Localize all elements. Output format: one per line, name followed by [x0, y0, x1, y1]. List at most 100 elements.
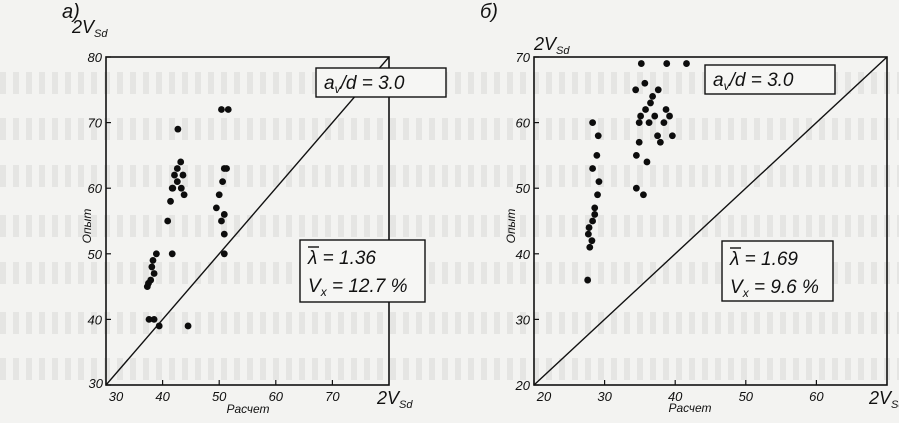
y-tick-label: 70 [516, 50, 531, 65]
data-point [651, 112, 659, 120]
legend-box-params [704, 64, 836, 95]
data-point [215, 191, 223, 199]
x-tick-label: 50 [739, 389, 754, 404]
corner-label-top: 2VSd [71, 17, 108, 40]
legend-param-rest: /d = 3.0 [728, 70, 794, 91]
data-point [173, 178, 181, 186]
data-point [145, 279, 152, 287]
panel-label: а) [62, 1, 80, 23]
y-tick-label: 40 [88, 312, 103, 327]
data-point [223, 165, 230, 172]
data-point [641, 79, 649, 87]
data-point [149, 256, 157, 264]
data-point [150, 270, 158, 277]
legend-vx-text: Vx = 9.6 % [730, 277, 819, 300]
x-tick-label: 30 [109, 389, 124, 404]
data-point [591, 211, 599, 218]
data-point [218, 106, 225, 113]
corner-label-top: 2VSd [533, 34, 570, 57]
x-tick-label: 70 [325, 389, 340, 404]
background-text-line [0, 72, 899, 94]
background-text-line [0, 262, 899, 284]
corner-label-sub: Sd [94, 28, 108, 40]
y-axis-label: Опыт [80, 209, 94, 244]
x-tick-label: 60 [809, 389, 824, 404]
legend-vx-sub: x [320, 285, 328, 299]
data-point [632, 152, 640, 159]
data-point [662, 106, 670, 113]
x-tick-label: 40 [668, 389, 683, 404]
data-point [169, 184, 177, 192]
panel-label: б) [480, 1, 498, 23]
data-point [668, 132, 676, 140]
data-point [683, 60, 690, 67]
legend-lambda-text: λ = 1.36 [307, 248, 376, 269]
data-point [155, 322, 163, 330]
data-point [150, 316, 158, 323]
legend-vx-sub: x [742, 286, 750, 300]
legend-param-text: av/d = 3.0 [324, 73, 405, 96]
diagonal-line [105, 56, 390, 386]
data-point [632, 86, 640, 94]
legend-param-sub: v [335, 82, 342, 96]
y-tick-label: 50 [88, 247, 103, 262]
data-point [594, 191, 601, 199]
data-point [220, 211, 228, 218]
background-text-line [0, 312, 899, 334]
x-tick-label: 40 [155, 389, 170, 404]
data-point [167, 197, 174, 205]
legend-box-stats [299, 239, 426, 303]
y-tick-label: 60 [88, 181, 103, 196]
data-point [666, 112, 673, 120]
data-point [212, 204, 220, 212]
data-point [164, 217, 172, 225]
data-point [168, 250, 176, 258]
legend-lambda-text: λ = 1.69 [729, 249, 798, 270]
data-point [171, 171, 178, 179]
data-point [594, 132, 602, 140]
data-point [589, 119, 596, 126]
legend-param-text: av/d = 3.0 [713, 70, 794, 93]
data-point [589, 165, 596, 172]
corner-label-bottom: 2VSd [868, 388, 899, 411]
y-tick-label: 20 [515, 378, 531, 393]
data-point [584, 276, 592, 284]
data-point [643, 158, 651, 166]
data-point [179, 171, 187, 179]
data-point [663, 60, 671, 67]
data-point [637, 60, 645, 67]
data-point [591, 204, 599, 212]
data-point [152, 250, 160, 258]
legend-box-stats [721, 240, 834, 302]
plot-frame [105, 56, 390, 386]
x-tick-label: 20 [536, 389, 552, 404]
y-tick-label: 50 [516, 181, 531, 196]
data-point [148, 263, 156, 271]
data-point [635, 119, 643, 126]
data-point [593, 152, 601, 159]
y-axis-label: Опыт [504, 209, 518, 244]
data-point [660, 119, 668, 126]
data-point [220, 250, 228, 258]
data-point [218, 217, 225, 225]
y-tick-label: 70 [88, 116, 103, 131]
legend-vx-rest: = 9.6 % [749, 277, 819, 298]
data-point [585, 224, 593, 231]
data-point [642, 106, 649, 113]
y-tick-label: 80 [88, 50, 103, 65]
x-tick-label: 50 [212, 389, 227, 404]
data-point [645, 119, 653, 126]
corner-label-sub: Sd [556, 45, 570, 57]
data-point [219, 178, 226, 186]
data-point [649, 92, 657, 100]
legend-box-params [315, 67, 447, 98]
data-point [224, 106, 232, 113]
data-point [635, 138, 643, 146]
x-tick-label: 60 [269, 389, 284, 404]
data-point [586, 243, 594, 251]
plot-frame [533, 56, 888, 386]
data-point [632, 184, 640, 192]
data-point [640, 191, 647, 199]
legend-vx-rest: = 12.7 % [327, 276, 408, 297]
